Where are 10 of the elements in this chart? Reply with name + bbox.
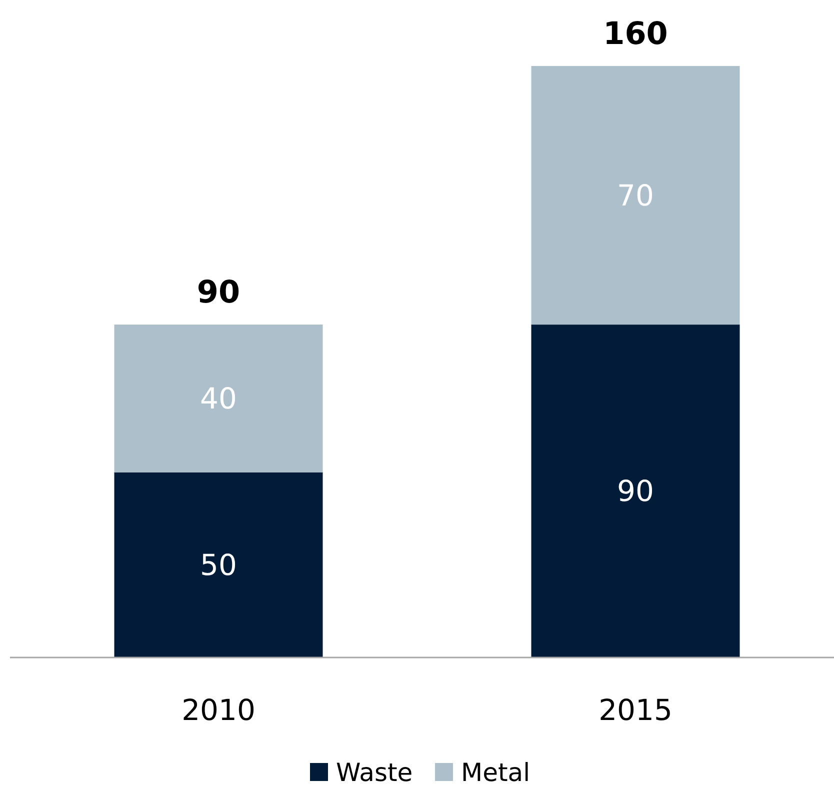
legend-label: Metal [461,758,530,785]
total-label: 160 [603,16,668,52]
data-label: 40 [200,382,237,416]
data-label: 90 [617,474,654,508]
x-tick-label: 2015 [598,693,672,728]
x-tick-label: 2010 [182,693,256,728]
data-label: 50 [200,548,237,582]
legend-label: Waste [336,758,413,785]
data-label: 70 [617,178,654,212]
total-label: 90 [196,274,240,311]
